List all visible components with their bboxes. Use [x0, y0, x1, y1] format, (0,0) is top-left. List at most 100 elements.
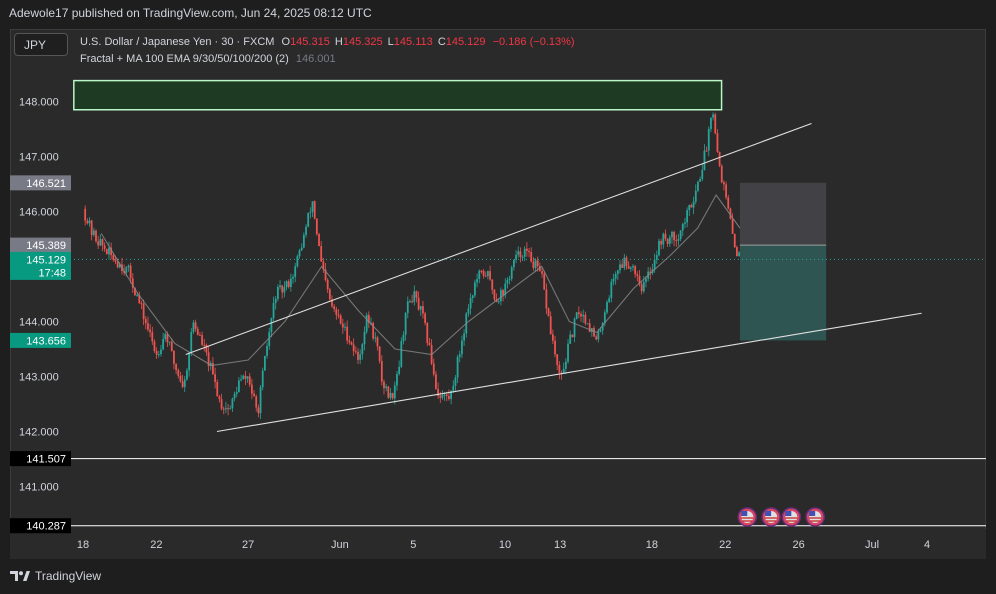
candle [110, 247, 113, 256]
y-tick-label: 148.000 [19, 97, 59, 109]
trend-stub-line[interactable] [71, 145, 136, 195]
channel-lower-line[interactable] [216, 312, 922, 433]
position-stop-zone[interactable] [739, 182, 827, 246]
candle [318, 234, 320, 247]
candle [222, 408, 225, 410]
candle [720, 165, 723, 183]
candle [201, 335, 203, 345]
candle [263, 355, 266, 371]
legend-close-label: C [437, 36, 446, 48]
candle [367, 315, 370, 324]
candle [580, 314, 582, 317]
channel-upper-line[interactable] [185, 122, 812, 356]
candle [718, 151, 721, 166]
position-target-zone[interactable] [739, 245, 827, 341]
candle [491, 279, 494, 290]
candle [649, 271, 652, 273]
candle [480, 270, 483, 272]
candle [118, 264, 121, 268]
candle [190, 331, 193, 353]
candle [684, 222, 686, 224]
price-badge-5[interactable] [10, 518, 71, 534]
x-tick-label: 18 [646, 539, 658, 551]
candle [733, 233, 736, 248]
candle [244, 375, 247, 379]
x-tick-label: 10 [499, 539, 511, 551]
candle [679, 230, 682, 239]
candle [452, 385, 455, 391]
candle [413, 291, 416, 302]
candle [289, 278, 292, 287]
candle [283, 287, 286, 293]
candle [450, 390, 453, 399]
candle [238, 380, 240, 393]
candle [653, 259, 656, 270]
symbol-button[interactable]: JPY [14, 33, 68, 56]
candle [703, 150, 706, 170]
candle [348, 340, 351, 343]
candle [333, 306, 336, 310]
candle [571, 334, 574, 338]
chart-plot[interactable]: 148.000 147.000 146.000 144.000 143.000 142.0… [10, 29, 986, 559]
candle [716, 133, 719, 152]
time-axis[interactable] [10, 529, 986, 559]
candle [242, 375, 245, 380]
footer-logo[interactable]: TradingView [10, 569, 101, 583]
candle [688, 205, 691, 211]
candle [445, 394, 448, 396]
candle [564, 361, 567, 369]
price-badge-label: 145.129 [26, 254, 66, 266]
candle [400, 341, 403, 367]
price-badge-1[interactable] [10, 237, 71, 253]
candle [114, 259, 117, 262]
candle [229, 408, 232, 410]
ema-line [100, 193, 741, 367]
candle [621, 264, 624, 268]
candle [374, 337, 377, 339]
candle [389, 392, 392, 398]
candle [186, 370, 188, 380]
candle [199, 334, 201, 336]
candle [432, 363, 435, 375]
candle [586, 323, 589, 325]
candle [463, 333, 465, 341]
price-badge-2[interactable] [10, 251, 71, 280]
candle [391, 392, 394, 399]
legend-indicator[interactable]: Fractal + MA 100 EMA 9/30/50/100/200 (2)… [80, 53, 336, 65]
candle [616, 270, 619, 275]
candle [274, 298, 277, 304]
candle [556, 354, 559, 365]
y-tick-label: 142.000 [19, 427, 59, 439]
candle [175, 363, 178, 371]
candle [469, 298, 472, 309]
x-tick-label: 22 [719, 539, 731, 551]
candle [157, 354, 160, 356]
price-badge-4[interactable] [10, 451, 71, 467]
candle [257, 407, 260, 414]
candle [690, 205, 693, 208]
candle [584, 314, 587, 324]
candle [179, 375, 182, 382]
candle [599, 330, 602, 332]
candle [541, 271, 543, 274]
candle [482, 270, 485, 276]
candle [385, 386, 388, 389]
candle [497, 301, 500, 303]
candle [655, 255, 658, 260]
candle [519, 251, 522, 258]
price-badge-3[interactable] [10, 332, 71, 348]
candle [521, 256, 524, 258]
candle [699, 178, 702, 182]
candle [402, 334, 405, 342]
legend-change: −0.186 (−0.13%) [492, 36, 575, 48]
supply-zone[interactable] [73, 79, 723, 111]
event-flag-canton [765, 511, 772, 516]
indicator-name: Fractal + MA 100 EMA 9/30/50/100/200 (2) [80, 53, 289, 65]
candle [500, 290, 502, 302]
candle [205, 344, 208, 353]
candle [136, 295, 139, 297]
candle [612, 278, 615, 282]
price-badge-0[interactable] [10, 175, 71, 191]
candle [218, 396, 221, 400]
candle [166, 334, 169, 343]
